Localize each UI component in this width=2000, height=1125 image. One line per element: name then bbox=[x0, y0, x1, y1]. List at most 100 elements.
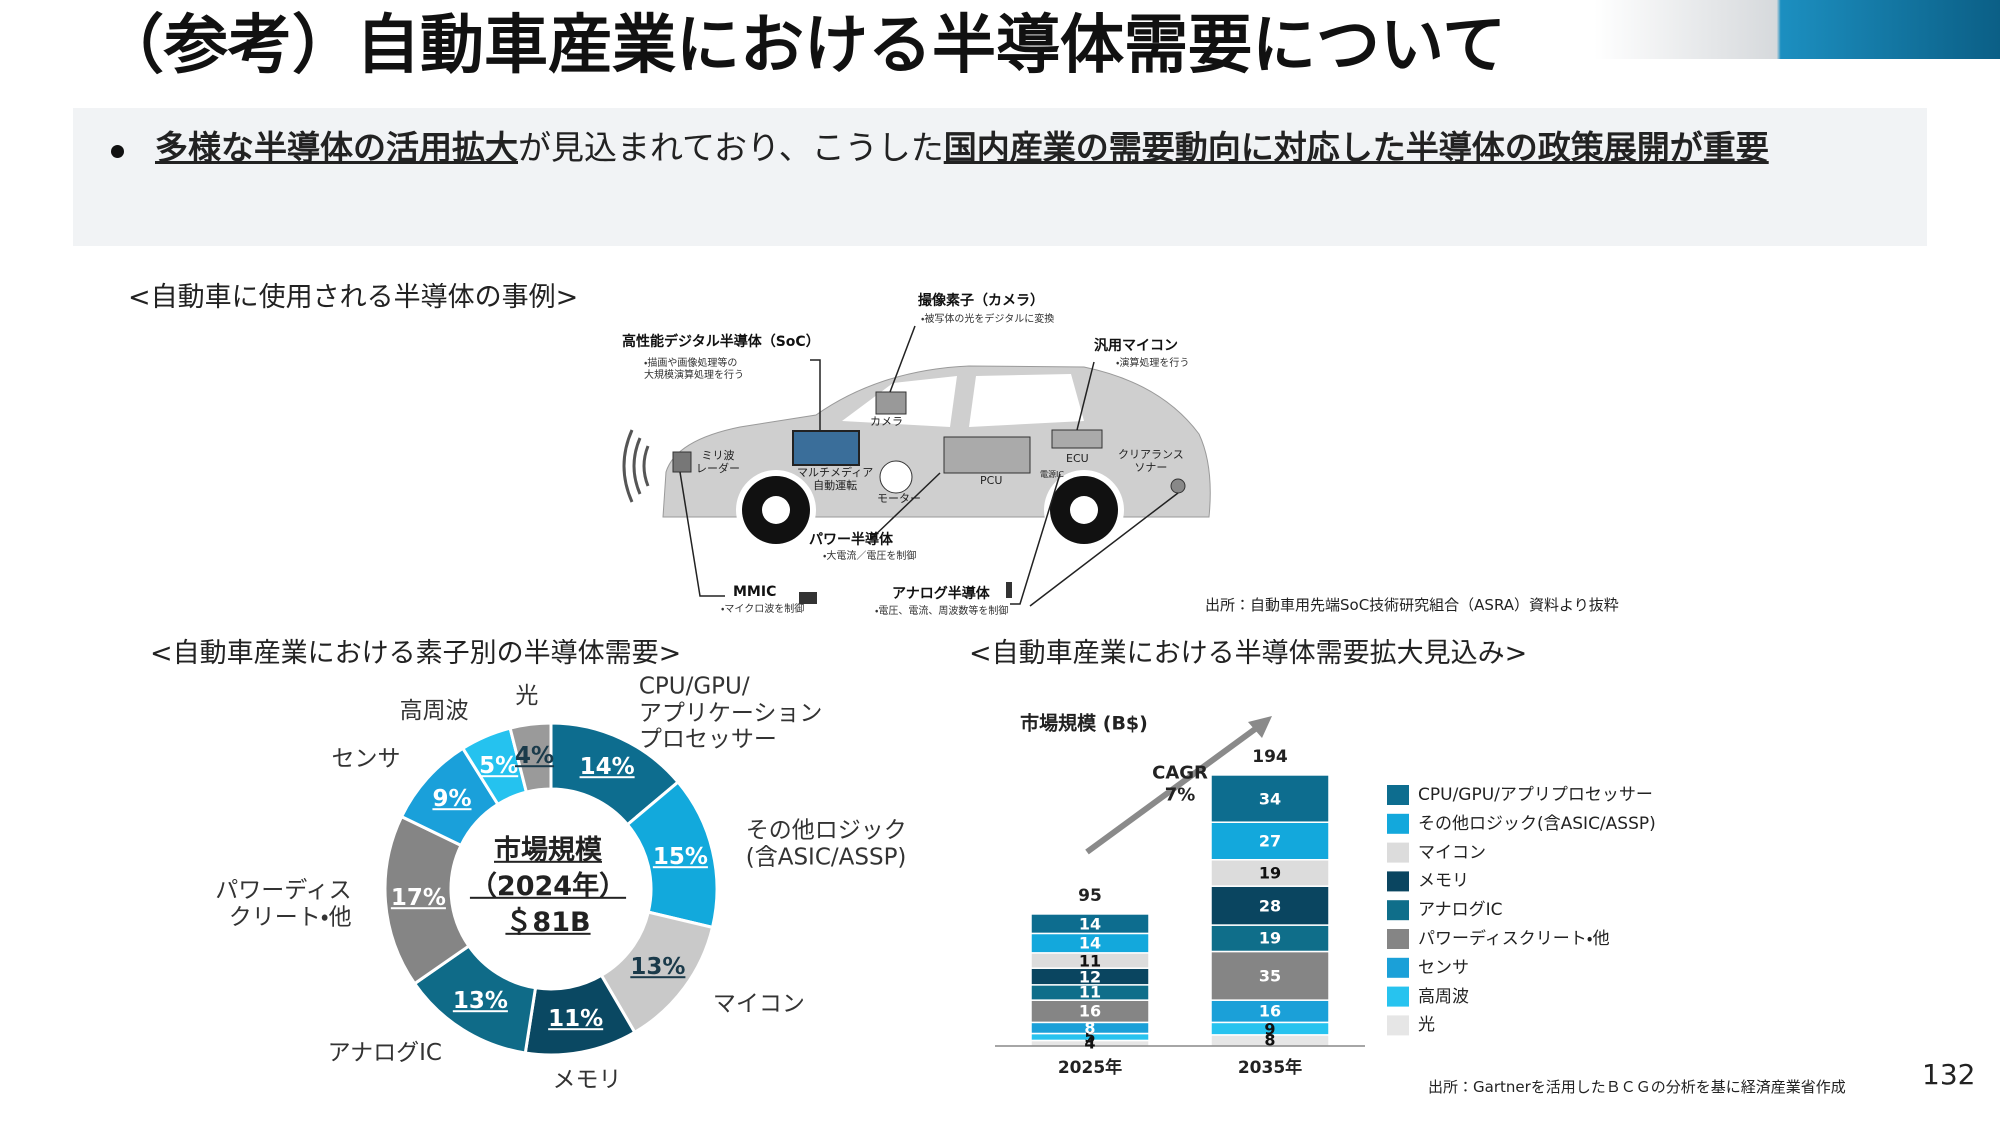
part-label: モーター bbox=[877, 492, 921, 505]
annotation: CAGR 7% bbox=[1152, 762, 1208, 805]
legend-swatch bbox=[1387, 900, 1409, 921]
bar-segment bbox=[1210, 950, 1330, 1001]
page-number: 132 bbox=[1922, 1058, 1976, 1091]
car-illustration bbox=[622, 325, 1211, 607]
trend-arrow bbox=[1085, 721, 1264, 855]
category-label: マイコン bbox=[712, 991, 805, 1018]
center-label: （2024年） bbox=[469, 870, 627, 902]
legend-swatch bbox=[1387, 1015, 1409, 1036]
source: 出所：自動車用先端SoC技術研究組合（ASRA）資料より抜粋 bbox=[1205, 596, 1619, 614]
text: が見込まれており、こうした bbox=[518, 128, 944, 167]
axis-title: 市場規模 (B$) bbox=[1020, 712, 1148, 735]
part-label: カメラ bbox=[870, 415, 903, 428]
legend-swatch bbox=[1387, 842, 1409, 863]
part-label: PCU bbox=[980, 474, 1003, 487]
bar-segment bbox=[1210, 774, 1330, 823]
legend-label: パワーディスクリート・他 bbox=[1418, 928, 1610, 949]
legend-label: センサ bbox=[1418, 957, 1469, 978]
part-label: ECU bbox=[1066, 452, 1089, 465]
value-label: 27 bbox=[1258, 831, 1282, 851]
emphasis: 多様な半導体の活用拡大 bbox=[155, 128, 518, 167]
trend-arrowhead bbox=[1248, 716, 1272, 738]
category-label: CPU/GPU/ アプリケーション プロセッサー bbox=[638, 673, 823, 753]
value-label: 12 bbox=[1078, 966, 1102, 986]
category-label: 光 bbox=[515, 683, 539, 710]
callout-note: ・大電流／電圧を制御 bbox=[823, 551, 917, 562]
legend-swatch bbox=[1387, 785, 1409, 805]
donut-segment bbox=[508, 721, 553, 794]
legend-label: 高周波 bbox=[1418, 986, 1469, 1007]
callout-label: パワー半導体 bbox=[809, 532, 893, 548]
callout-label: 撮像素子（カメラ） bbox=[918, 293, 1044, 309]
section-title: <自動車産業における素子別の半導体需要> bbox=[150, 638, 682, 669]
callout-label: MMIC bbox=[733, 584, 777, 600]
callout-note: ・演算処理を行う bbox=[1116, 358, 1190, 369]
value-label: 5% bbox=[479, 752, 519, 779]
value-label: 19 bbox=[1258, 863, 1282, 883]
legend-swatch bbox=[1387, 957, 1409, 978]
legend-label: マイコン bbox=[1418, 842, 1486, 863]
value-label: 11 bbox=[1078, 982, 1102, 1002]
legend-swatch bbox=[1387, 986, 1409, 1007]
category-label: メモリ bbox=[552, 1066, 622, 1093]
value-label: 28 bbox=[1258, 896, 1282, 916]
center-label: 市場規模 bbox=[494, 834, 602, 866]
value-label: 16 bbox=[1078, 1001, 1102, 1021]
value-label: 34 bbox=[1258, 788, 1282, 808]
category-label: アナログIC bbox=[327, 1040, 442, 1067]
category-label: その他ロジック (含ASIC/ASSP) bbox=[745, 817, 907, 871]
callout-note: ・電圧、電流、周波数等を制御 bbox=[875, 606, 1009, 617]
legend-swatch bbox=[1387, 929, 1409, 949]
legend-swatch bbox=[1387, 871, 1409, 892]
value-label: 9 bbox=[1264, 1019, 1276, 1039]
part-label: クリアランス ソナー bbox=[1118, 448, 1184, 475]
value-label: 11 bbox=[1078, 950, 1102, 970]
legend-label: 光 bbox=[1418, 1015, 1435, 1036]
value-label: 8 bbox=[1264, 1030, 1276, 1050]
value-label: 14% bbox=[579, 754, 635, 781]
value-label: 13% bbox=[630, 954, 686, 981]
x-tick-label: 2035年 bbox=[1237, 1057, 1303, 1078]
legend-label: アナログIC bbox=[1418, 899, 1503, 920]
value-label: 5 bbox=[1084, 1027, 1096, 1047]
callout-label: アナログ半導体 bbox=[892, 586, 990, 602]
value-label: 11% bbox=[548, 1005, 604, 1032]
category-label: 高周波 bbox=[399, 697, 469, 724]
source: 出所：Gartnerを活用したＢＣＧの分析を基に経済産業省作成 bbox=[1428, 1078, 1846, 1096]
total-label: 194 bbox=[1252, 746, 1288, 767]
section-title: <自動車産業における半導体需要拡大見込み> bbox=[969, 638, 1528, 669]
value-label: 14 bbox=[1078, 933, 1102, 953]
value-label: 35 bbox=[1258, 966, 1282, 986]
value-label: 4 bbox=[1084, 1033, 1096, 1053]
total-label: 95 bbox=[1078, 885, 1102, 906]
callout-note: ・被写体の光をデジタルに変換 bbox=[921, 314, 1055, 325]
part-label: ミリ波 レーダー bbox=[696, 449, 740, 476]
section-title: <自動車に使用される半導体の事例> bbox=[128, 282, 579, 313]
legend-label: その他ロジック(含ASIC/ASSP) bbox=[1418, 813, 1656, 834]
value-label: 8 bbox=[1084, 1018, 1096, 1038]
value-label: 14 bbox=[1078, 914, 1102, 934]
part-label: マルチメディア 自動運転 bbox=[797, 466, 874, 493]
value-label: 4% bbox=[514, 743, 555, 770]
value-label: 19 bbox=[1258, 928, 1282, 948]
legend-label: メモリ bbox=[1418, 871, 1469, 892]
category-label: パワーディス クリート・他 bbox=[215, 877, 352, 931]
bar-segment bbox=[1210, 821, 1330, 861]
callout-label: 汎用マイコン bbox=[1094, 338, 1178, 354]
callout-note: ・描画や画像処理等の 大規模演算処理を行う bbox=[644, 358, 744, 381]
bar-segment bbox=[1210, 885, 1330, 926]
emphasis: 国内産業の需要動向に対応した半導体の政策展開が重要 bbox=[943, 128, 1769, 167]
value-label: 17% bbox=[390, 885, 446, 912]
x-tick-label: 2025年 bbox=[1057, 1057, 1123, 1078]
title: （参考）自動車産業における半導体需要について bbox=[100, 9, 1507, 83]
center-label: ＄81B bbox=[505, 906, 591, 938]
bar-segment bbox=[1030, 913, 1150, 935]
bullet-dot bbox=[111, 145, 124, 158]
value-label: 16 bbox=[1258, 1001, 1282, 1021]
legend-label: CPU/GPU/アプリプロセッサー bbox=[1418, 784, 1653, 805]
bar-segment bbox=[1210, 924, 1330, 953]
legend-swatch bbox=[1387, 813, 1409, 834]
value-label: 9% bbox=[432, 786, 472, 813]
